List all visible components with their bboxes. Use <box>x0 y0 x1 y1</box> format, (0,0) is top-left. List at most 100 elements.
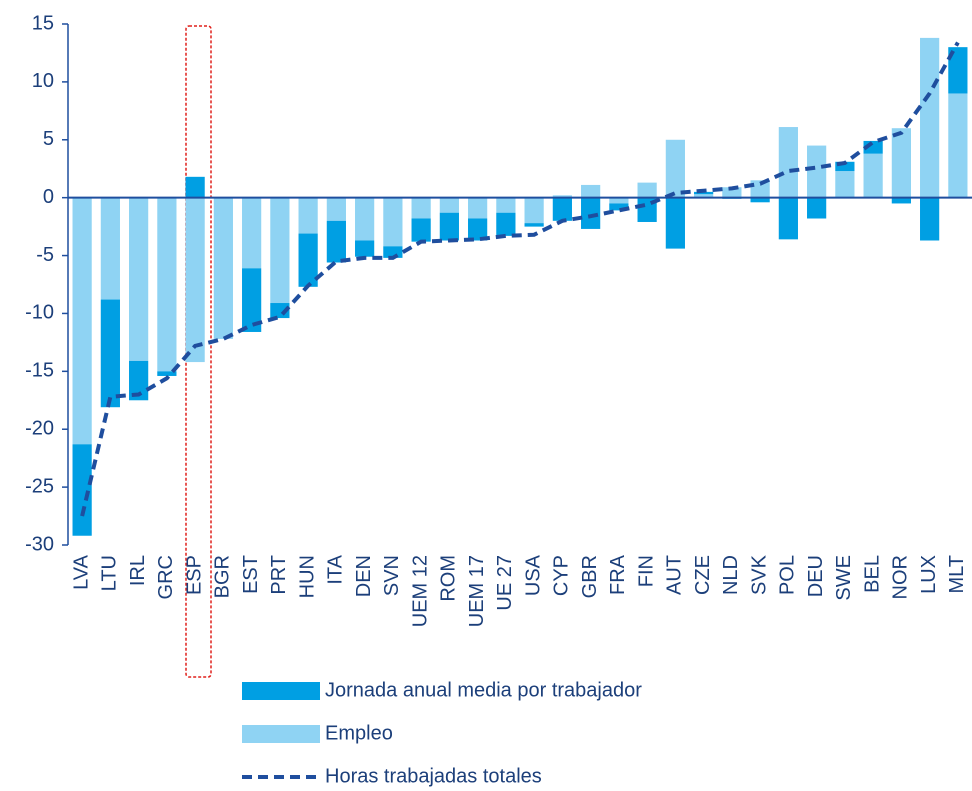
bar <box>326 197 346 221</box>
y-tick-label: 5 <box>43 128 54 150</box>
x-tick-label: ROM <box>438 555 460 602</box>
x-tick-label: FIN <box>635 555 657 587</box>
y-tick-label: -15 <box>25 360 54 382</box>
y-tick-label: -25 <box>25 475 54 497</box>
x-tick-label: CZE <box>692 555 714 595</box>
bar <box>524 223 544 227</box>
x-tick-label: LTU <box>99 555 121 591</box>
bar <box>496 197 516 213</box>
bar <box>694 191 714 195</box>
bar <box>383 246 403 258</box>
x-tick-label: DEU <box>805 555 827 597</box>
bar <box>552 197 572 221</box>
bar <box>242 268 262 332</box>
bar <box>185 197 205 363</box>
bar <box>778 127 798 198</box>
bar <box>665 197 685 249</box>
legend-label: Horas trabajadas totales <box>325 765 542 787</box>
x-tick-label: FRA <box>607 554 629 595</box>
bar <box>411 218 431 242</box>
y-tick-label: 15 <box>32 12 54 34</box>
legend-swatch <box>242 682 320 700</box>
y-tick-label: 0 <box>43 186 54 208</box>
y-tick-label: -30 <box>25 533 54 555</box>
x-tick-label: EST <box>240 555 262 594</box>
x-tick-label: BGR <box>212 555 234 598</box>
x-tick-label: USA <box>522 554 544 596</box>
y-tick-label: -5 <box>36 244 54 266</box>
bar <box>891 197 911 204</box>
bar <box>750 197 770 203</box>
bar <box>665 139 685 198</box>
bar <box>807 197 827 219</box>
bar <box>807 145 827 198</box>
bar <box>835 171 855 198</box>
bar <box>298 233 318 287</box>
y-tick-label: 10 <box>32 70 54 92</box>
bar <box>637 182 657 198</box>
bar <box>100 197 120 300</box>
bar <box>948 93 968 198</box>
x-tick-label: HUN <box>296 555 318 598</box>
x-tick-label: LVA <box>70 554 92 589</box>
x-tick-label: UEM 17 <box>466 555 488 627</box>
legend-swatch <box>242 725 320 743</box>
bar <box>72 444 92 536</box>
x-tick-label: GRC <box>155 555 177 599</box>
x-tick-label: CYP <box>551 555 573 596</box>
highlight-box <box>185 25 212 678</box>
bar <box>524 197 544 224</box>
bar <box>468 218 488 241</box>
bar <box>129 360 149 401</box>
x-tick-label: SVK <box>748 554 770 595</box>
bar <box>439 197 459 213</box>
bar <box>157 371 177 376</box>
bar <box>439 212 459 241</box>
bar <box>863 153 883 198</box>
x-tick-label: ESP <box>183 555 205 595</box>
bar <box>72 197 92 445</box>
bar <box>581 184 601 198</box>
legend-label: Jornada anual media por trabajador <box>325 679 642 701</box>
x-tick-label: UEM 12 <box>409 555 431 627</box>
bar <box>722 187 742 198</box>
x-tick-label: NLD <box>720 555 742 595</box>
bar <box>298 197 318 234</box>
bar <box>242 197 262 269</box>
bar <box>411 197 431 219</box>
x-tick-label: NOR <box>890 555 912 599</box>
y-tick-label: -20 <box>25 418 54 440</box>
x-tick-label: SWE <box>833 555 855 601</box>
bar <box>920 37 940 198</box>
bar <box>835 161 855 172</box>
x-tick-label: LUX <box>918 555 940 594</box>
x-tick-label: DEN <box>353 555 375 597</box>
bar <box>609 203 629 211</box>
x-tick-label: SVN <box>381 555 403 596</box>
x-tick-label: AUT <box>664 555 686 595</box>
legend-label: Empleo <box>325 722 393 744</box>
bar <box>891 128 911 198</box>
bar <box>326 220 346 263</box>
bar <box>100 299 120 408</box>
line-series <box>80 41 960 517</box>
bar <box>948 47 968 94</box>
bar <box>778 197 798 240</box>
x-tick-label: IRL <box>127 555 149 586</box>
bar <box>496 212 516 236</box>
x-tick-label: ITA <box>325 554 347 584</box>
x-tick-label: POL <box>777 555 799 595</box>
bar <box>609 197 629 204</box>
bar <box>581 197 601 229</box>
y-tick-label: -10 <box>25 302 54 324</box>
bar <box>383 197 403 247</box>
bar <box>468 197 488 219</box>
bar <box>129 197 149 361</box>
bar <box>213 197 233 339</box>
x-tick-label: BEL <box>861 555 883 593</box>
bar <box>750 180 770 198</box>
bar <box>355 240 375 257</box>
bar <box>157 197 177 372</box>
bar <box>552 195 572 198</box>
x-tick-label: PRT <box>268 555 290 595</box>
